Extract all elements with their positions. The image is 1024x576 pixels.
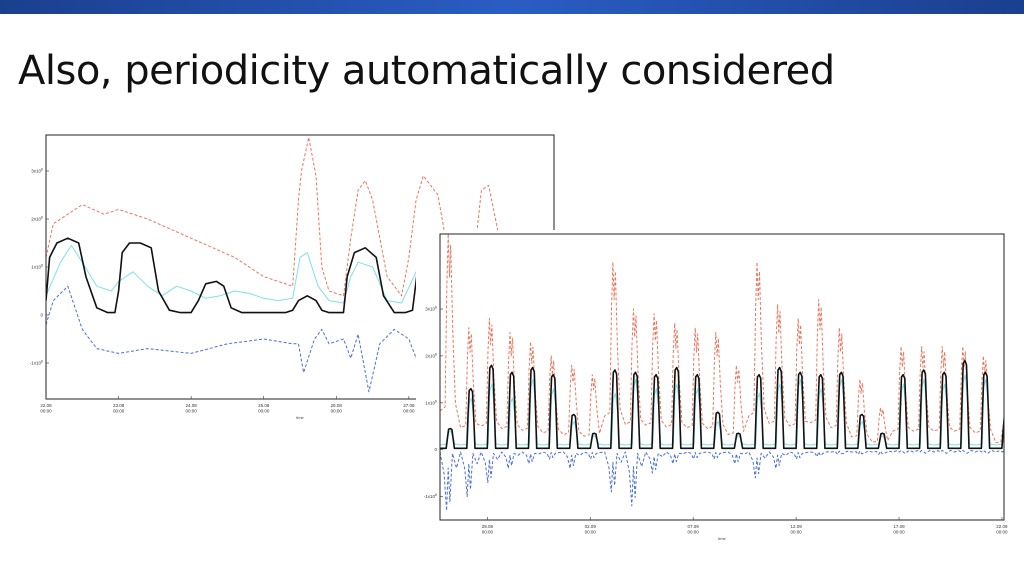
left-x-tick-label: 23.08 00:00 (113, 403, 125, 414)
left-x-axis-label: time (296, 415, 304, 420)
right-x-tick-label: 02.09 00:00 (585, 524, 597, 535)
left-x-tick-label: 27.08 00:00 (403, 403, 415, 414)
right-series-lower-bound (440, 449, 1004, 512)
right-y-tick-label: -1x106 (424, 493, 437, 499)
title-accent-bar (0, 0, 1024, 14)
right-series-expected (440, 374, 1004, 446)
right-x-tick-label: 12.09 00:00 (790, 524, 802, 535)
left-y-tick-label: -1x106 (30, 360, 43, 366)
left-x-tick-label: 25.08 00:00 (258, 403, 270, 414)
right-series-observed (440, 359, 1004, 450)
right-y-tick-label: 3x106 (425, 306, 437, 312)
left-x-tick-label: 24.08 00:00 (186, 403, 198, 414)
left-x-tick-label: 22.08 00:00 (40, 403, 52, 414)
right-x-axis-label: time (718, 536, 726, 541)
right-x-tick-label: 07.09 00:00 (688, 524, 700, 535)
left-y-tick-label: 1x106 (31, 264, 43, 270)
right-plot-frame (439, 233, 1005, 521)
right-x-tick-label: 28.08 00:00 (482, 524, 494, 535)
left-y-tick-label: 0 (40, 313, 43, 318)
right-y-tick-label: 0 (434, 447, 437, 452)
slide-title: Also, periodicity automatically consider… (18, 48, 835, 94)
right-y-tick-label: 2x106 (425, 352, 437, 358)
left-x-tick-label: 26.08 00:00 (331, 403, 343, 414)
left-series-upper-bound (46, 136, 554, 302)
left-y-tick-label: 3x106 (31, 168, 43, 174)
right-series-upper-bound (440, 234, 1004, 444)
right-series-group (440, 234, 1004, 512)
chart-right: -1x106 0 1x106 2x106 3x106 28.08 00:00 02.09 00:… (416, 230, 1010, 555)
right-x-tick-label: 22.09 00:00 (996, 524, 1008, 535)
left-y-tick-label: 2x106 (31, 216, 43, 222)
right-y-tick-label: 1x106 (425, 399, 437, 405)
right-x-tick-label: 17.09 00:00 (893, 524, 905, 535)
